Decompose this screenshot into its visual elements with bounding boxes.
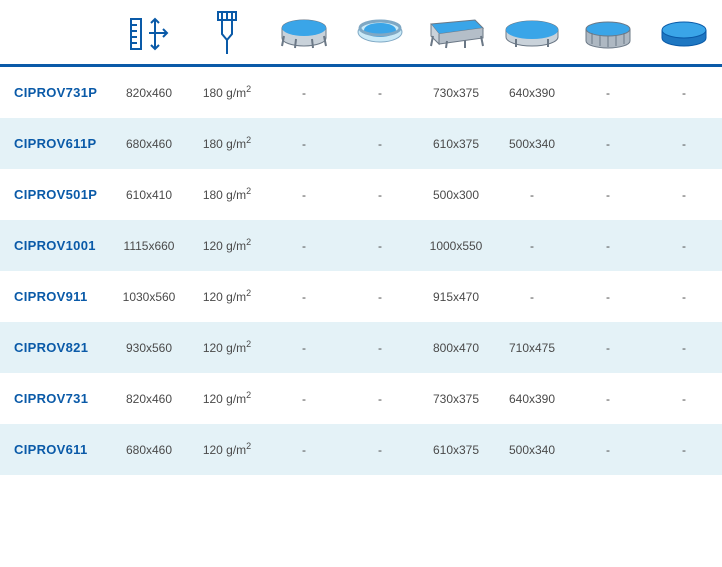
pool5-cell: - xyxy=(570,322,646,373)
pool-rect-frame-icon xyxy=(418,0,494,64)
pool-steel-round-icon xyxy=(570,0,646,64)
dimensions-cell: 820x460 xyxy=(110,373,188,424)
dimensions-cell: 1030x560 xyxy=(110,271,188,322)
header-blank xyxy=(0,0,110,64)
pool5-cell: - xyxy=(570,169,646,220)
dimensions-cell: 610x410 xyxy=(110,169,188,220)
product-code: CIPROV731P xyxy=(0,67,110,118)
pool3-cell: 610x375 xyxy=(418,118,494,169)
weight-cell: 120 g/m2 xyxy=(188,373,266,424)
product-code: CIPROV731 xyxy=(0,373,110,424)
table-row: CIPROV9111030x560120 g/m2--915x470--- xyxy=(0,271,722,322)
pool1-cell: - xyxy=(266,373,342,424)
pool6-cell: - xyxy=(646,271,722,322)
pool3-cell: 610x375 xyxy=(418,424,494,475)
weight-cell: 120 g/m2 xyxy=(188,424,266,475)
pool1-cell: - xyxy=(266,169,342,220)
pool-round-icon xyxy=(646,0,722,64)
pool1-cell: - xyxy=(266,424,342,475)
weight-cell: 180 g/m2 xyxy=(188,169,266,220)
dimensions-cell: 820x460 xyxy=(110,67,188,118)
product-code: CIPROV821 xyxy=(0,322,110,373)
pool4-cell: - xyxy=(494,220,570,271)
pool6-cell: - xyxy=(646,424,722,475)
pool2-cell: - xyxy=(342,424,418,475)
product-code: CIPROV501P xyxy=(0,169,110,220)
pool2-cell: - xyxy=(342,220,418,271)
pool3-cell: 915x470 xyxy=(418,271,494,322)
pool-frame-round-icon xyxy=(266,0,342,64)
dimensions-cell: 680x460 xyxy=(110,118,188,169)
pool4-cell: - xyxy=(494,169,570,220)
pool3-cell: 500x300 xyxy=(418,169,494,220)
product-code: CIPROV611 xyxy=(0,424,110,475)
pool4-cell: 710x475 xyxy=(494,322,570,373)
pool5-cell: - xyxy=(570,373,646,424)
pool2-cell: - xyxy=(342,169,418,220)
pool3-cell: 800x470 xyxy=(418,322,494,373)
pool6-cell: - xyxy=(646,118,722,169)
pool1-cell: - xyxy=(266,220,342,271)
table-row: CIPROV10011115x660120 g/m2--1000x550--- xyxy=(0,220,722,271)
pool1-cell: - xyxy=(266,322,342,373)
header-row xyxy=(0,0,722,64)
pool5-cell: - xyxy=(570,271,646,322)
weight-cell: 120 g/m2 xyxy=(188,271,266,322)
dimensions-cell: 930x560 xyxy=(110,322,188,373)
weight-cell: 180 g/m2 xyxy=(188,67,266,118)
pool4-cell: - xyxy=(494,271,570,322)
product-code: CIPROV611P xyxy=(0,118,110,169)
pool2-cell: - xyxy=(342,271,418,322)
pool4-cell: 640x390 xyxy=(494,67,570,118)
pool2-cell: - xyxy=(342,373,418,424)
pool6-cell: - xyxy=(646,169,722,220)
table-row: CIPROV731820x460120 g/m2--730x375640x390… xyxy=(0,373,722,424)
product-code: CIPROV1001 xyxy=(0,220,110,271)
table-row: CIPROV821930x560120 g/m2--800x470710x475… xyxy=(0,322,722,373)
pool2-cell: - xyxy=(342,67,418,118)
pool5-cell: - xyxy=(570,67,646,118)
pool3-cell: 730x375 xyxy=(418,67,494,118)
pool5-cell: - xyxy=(570,424,646,475)
pool-inflatable-round-icon xyxy=(342,0,418,64)
product-code: CIPROV911 xyxy=(0,271,110,322)
pool1-cell: - xyxy=(266,271,342,322)
table-row: CIPROV611P680x460180 g/m2--610x375500x34… xyxy=(0,118,722,169)
pool6-cell: - xyxy=(646,67,722,118)
pool-oval-icon xyxy=(494,0,570,64)
pool4-cell: 640x390 xyxy=(494,373,570,424)
weight-cell: 120 g/m2 xyxy=(188,322,266,373)
pool3-cell: 1000x550 xyxy=(418,220,494,271)
pool3-cell: 730x375 xyxy=(418,373,494,424)
pool6-cell: - xyxy=(646,322,722,373)
pool4-cell: 500x340 xyxy=(494,118,570,169)
table-row: CIPROV611680x460120 g/m2--610x375500x340… xyxy=(0,424,722,475)
pool5-cell: - xyxy=(570,220,646,271)
weight-cell: 180 g/m2 xyxy=(188,118,266,169)
pool1-cell: - xyxy=(266,67,342,118)
pool1-cell: - xyxy=(266,118,342,169)
dimensions-cell: 680x460 xyxy=(110,424,188,475)
weight-cell: 120 g/m2 xyxy=(188,220,266,271)
pool6-cell: - xyxy=(646,220,722,271)
pool5-cell: - xyxy=(570,118,646,169)
pool2-cell: - xyxy=(342,118,418,169)
pool4-cell: 500x340 xyxy=(494,424,570,475)
spec-table: CIPROV731P820x460180 g/m2--730x375640x39… xyxy=(0,0,722,475)
dimensions-cell: 1115x660 xyxy=(110,220,188,271)
table-row: CIPROV501P610x410180 g/m2--500x300--- xyxy=(0,169,722,220)
pool6-cell: - xyxy=(646,373,722,424)
dimensions-icon xyxy=(110,0,188,64)
pool2-cell: - xyxy=(342,322,418,373)
table-row: CIPROV731P820x460180 g/m2--730x375640x39… xyxy=(0,67,722,118)
weight-icon xyxy=(188,0,266,64)
